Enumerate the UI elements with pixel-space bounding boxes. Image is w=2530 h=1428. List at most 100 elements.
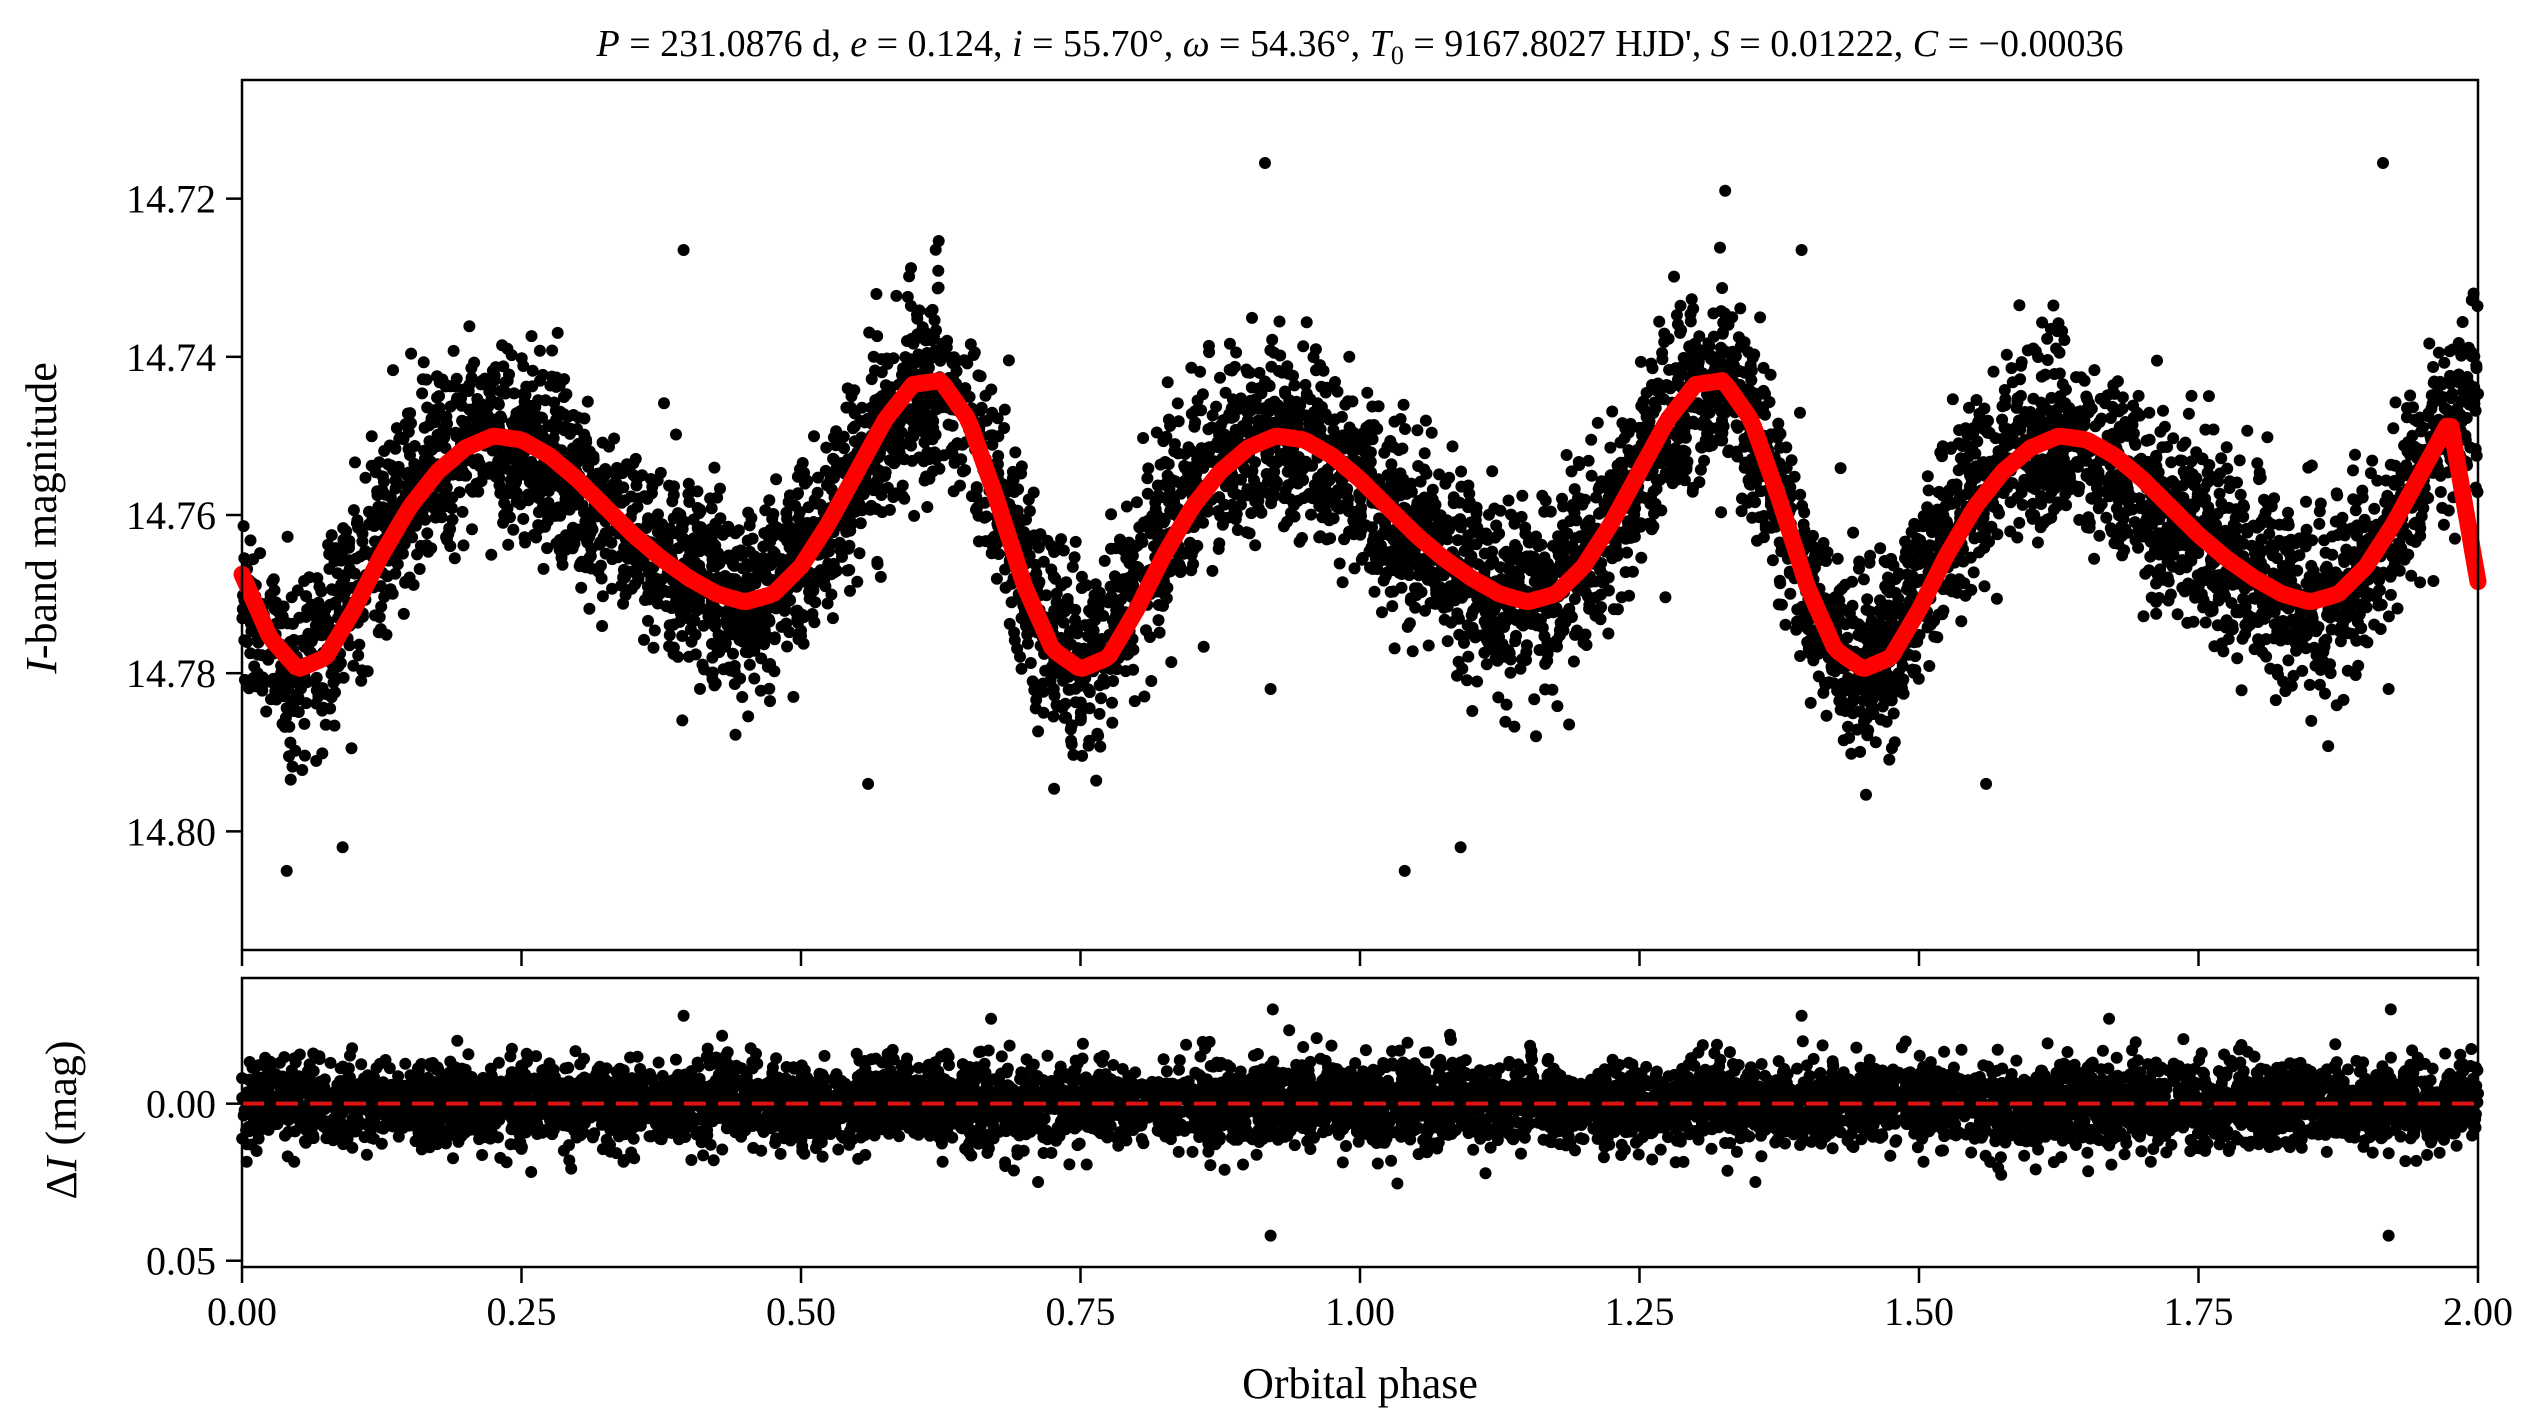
- title-eccentricity-symbol: e: [850, 23, 867, 65]
- observation-point: [1212, 542, 1225, 555]
- observation-point: [2470, 359, 2483, 372]
- observation-point: [2014, 373, 2027, 386]
- observation-point: [793, 627, 806, 640]
- observation-point: [1285, 506, 1297, 519]
- observation-point: [1508, 720, 1521, 733]
- observation-point: [522, 494, 535, 507]
- observation-point: [1965, 583, 1978, 596]
- observation-point: [1837, 734, 1850, 747]
- observation-point: [405, 347, 418, 360]
- observation-point: [352, 649, 365, 662]
- observation-point: [1418, 447, 1431, 460]
- observation-point: [1403, 617, 1416, 630]
- observation-point: [2167, 432, 2180, 445]
- observation-point: [1168, 445, 1181, 458]
- observation-point: [1567, 655, 1580, 668]
- observation-point: [365, 459, 378, 472]
- observation-point: [2116, 402, 2129, 415]
- observation-point: [2303, 678, 2316, 691]
- observation-point: [854, 517, 867, 530]
- observation-point: [2287, 669, 2300, 682]
- observation-point: [1646, 362, 1659, 375]
- observation-point: [2322, 740, 2335, 753]
- observation-point: [1005, 596, 1018, 609]
- observation-points: [236, 157, 2484, 877]
- observation-point: [1585, 469, 1598, 482]
- observation-point: [2157, 404, 2169, 417]
- observation-point: [2053, 367, 2066, 380]
- observation-point: [2411, 415, 2424, 428]
- observation-point: [305, 632, 318, 645]
- observation-point: [1563, 718, 1576, 731]
- observation-point: [1011, 642, 1024, 655]
- observation-point: [2349, 448, 2361, 461]
- observation-point: [1197, 640, 1210, 653]
- observation-point: [2253, 473, 2265, 486]
- observation-point: [2404, 389, 2417, 402]
- observation-point: [2317, 646, 2330, 658]
- title-c-symbol: C: [1913, 23, 1939, 65]
- observation-point: [1009, 446, 1022, 459]
- observation-point: [1499, 715, 1512, 728]
- observation-point: [1376, 606, 1388, 619]
- observation-point: [2364, 467, 2377, 480]
- observation-point: [630, 473, 643, 486]
- observation-point: [2190, 472, 2203, 485]
- observation-point: [1171, 397, 1184, 410]
- title-s-value: = 0.01222,: [1730, 23, 1913, 65]
- observation-point: [1157, 516, 1170, 529]
- observation-point: [1162, 458, 1175, 471]
- observation-point: [1779, 618, 1792, 631]
- observation-point: [1106, 716, 1119, 729]
- observation-point: [792, 512, 805, 525]
- observation-point: [809, 596, 822, 609]
- observation-point: [457, 539, 470, 552]
- observation-point: [2137, 610, 2150, 623]
- observation-point: [2269, 694, 2282, 707]
- observation-point: [1455, 465, 1468, 478]
- observation-point: [2178, 585, 2191, 598]
- observation-point: [689, 628, 702, 641]
- observation-point: [898, 492, 911, 505]
- observation-point: [764, 695, 776, 708]
- observation-point: [1715, 506, 1728, 519]
- observation-point: [2039, 368, 2052, 381]
- title-omega-symbol: ω: [1183, 23, 1210, 65]
- observation-point: [1606, 405, 1619, 418]
- observation-point: [286, 760, 299, 773]
- observation-point: [2222, 501, 2235, 514]
- observation-point: [238, 552, 251, 565]
- observation-point: [1946, 393, 1959, 406]
- observation-point: [1333, 557, 1346, 570]
- observation-point: [1348, 562, 1361, 575]
- observation-point: [802, 501, 815, 514]
- observation-point: [787, 526, 800, 539]
- observation-point: [2368, 502, 2381, 515]
- observation-point: [694, 682, 706, 695]
- observation-point: [1107, 675, 1120, 687]
- observation-point: [1023, 505, 1036, 517]
- observation-point: [2238, 500, 2250, 513]
- observation-point: [2427, 575, 2440, 587]
- observation-point: [1774, 441, 1787, 454]
- observation-point: [2230, 606, 2243, 619]
- title-c-value: = −0.00036: [1938, 23, 2123, 65]
- observation-point: [1528, 693, 1541, 706]
- observation-point: [2150, 607, 2163, 620]
- observation-point: [1845, 747, 1858, 760]
- observation-point: [1441, 635, 1454, 648]
- observation-point: [404, 449, 416, 462]
- observation-point: [1157, 435, 1170, 448]
- observation-point: [1422, 639, 1435, 652]
- observation-point: [1141, 472, 1154, 485]
- observation-point: [691, 485, 704, 498]
- observation-point: [1831, 552, 1844, 565]
- observation-point: [1411, 582, 1424, 595]
- observation-point: [2319, 687, 2331, 700]
- observation-point: [596, 436, 609, 449]
- observation-point: [359, 471, 372, 484]
- observation-point: [2384, 458, 2397, 471]
- observation-point: [2068, 417, 2081, 430]
- observation-point: [1163, 482, 1176, 495]
- observation-point: [876, 506, 889, 519]
